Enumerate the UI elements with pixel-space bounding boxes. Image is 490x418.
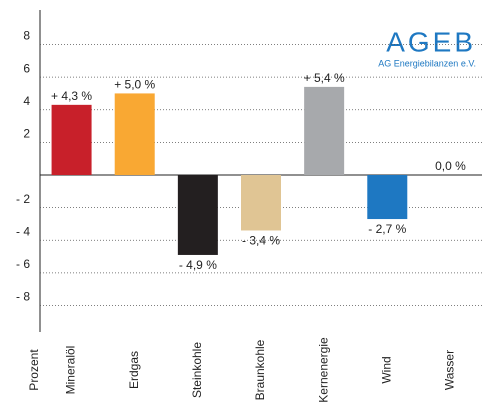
y-tick-label: 2	[23, 127, 30, 141]
x-tick-label: Erdgas	[127, 351, 141, 389]
bar	[304, 86, 345, 175]
logo-title: AGEB	[386, 26, 476, 57]
value-label: 0,0 %	[435, 159, 466, 173]
bar	[241, 175, 281, 231]
value-label: + 5,0 %	[114, 78, 155, 92]
value-label: + 4,3 %	[51, 89, 92, 103]
bar	[51, 104, 92, 175]
x-tick-label: Wasser	[443, 350, 457, 390]
x-tick-label: Steinkohle	[190, 342, 204, 398]
value-label: + 5,4 %	[304, 71, 345, 85]
y-tick-label: - 4	[16, 224, 30, 238]
x-tick-label: Kernenergie	[316, 337, 330, 403]
bar	[367, 175, 408, 220]
value-label: - 4,9 %	[179, 258, 217, 272]
y-tick-label: - 8	[16, 290, 30, 304]
y-tick-label: - 6	[16, 257, 30, 271]
y-tick-label: 6	[23, 61, 30, 75]
logo-subtitle: AG Energiebilanzen e.V.	[378, 58, 476, 68]
x-tick-label: Wind	[379, 356, 393, 383]
y-tick-label: 8	[23, 29, 30, 43]
value-label: - 3,4 %	[242, 234, 280, 248]
y-tick-label: - 2	[16, 192, 30, 206]
y-tick-label: 4	[23, 94, 30, 108]
bar	[177, 175, 218, 255]
y-axis-label: Prozent	[27, 349, 41, 391]
value-label: - 2,7 %	[368, 222, 406, 236]
x-tick-label: Braunkohle	[253, 339, 267, 400]
x-tick-label: Mineralöl	[64, 346, 78, 395]
bar	[114, 93, 155, 175]
